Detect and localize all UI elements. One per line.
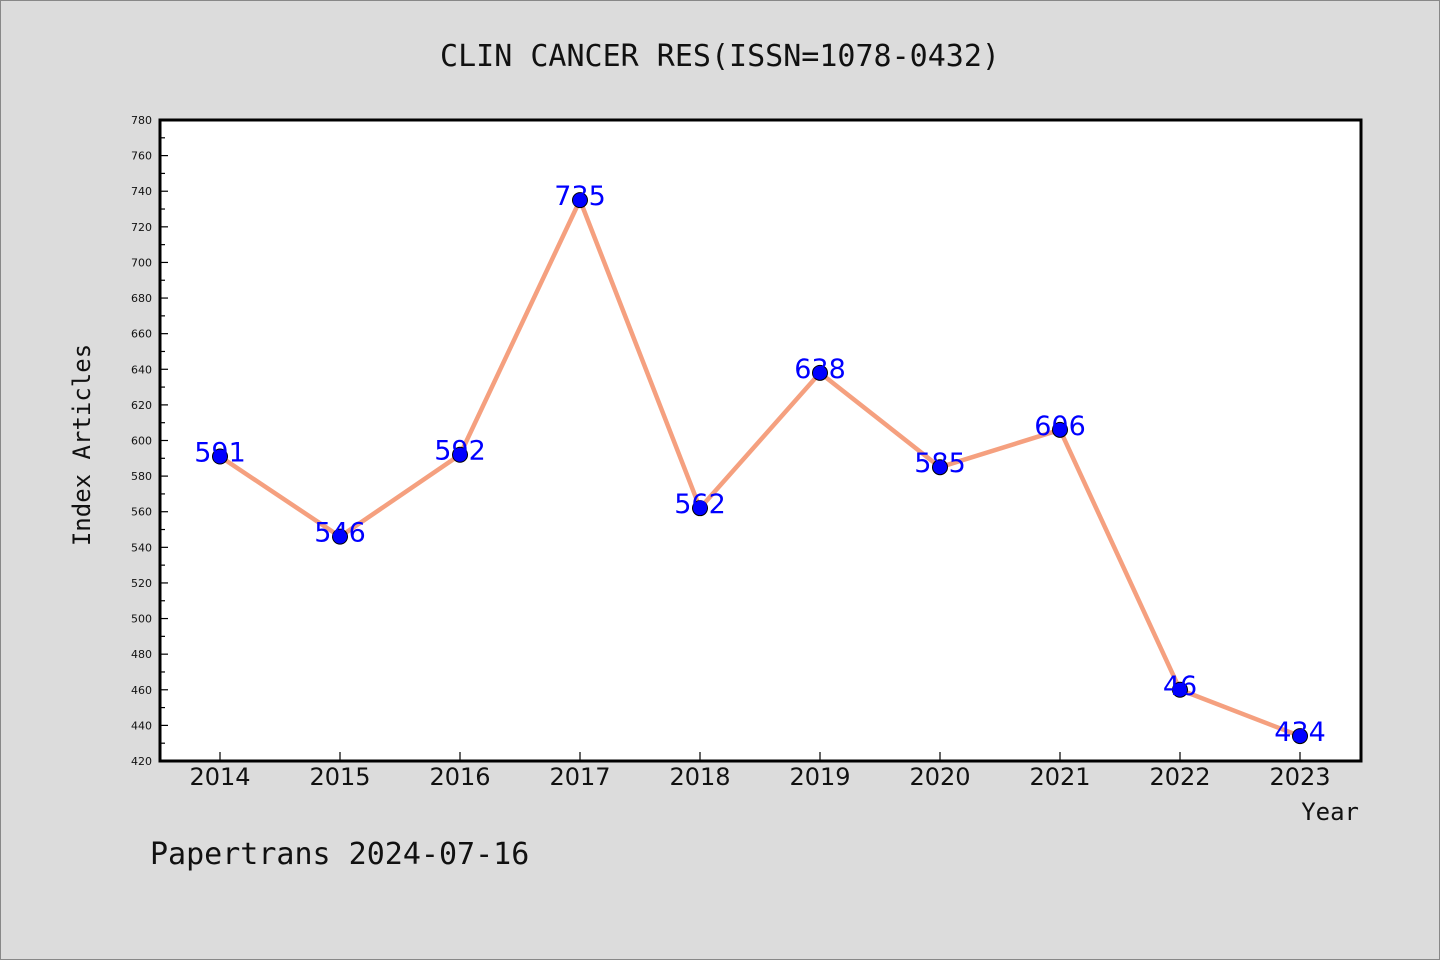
data-point [692,500,708,517]
y-tick-label: 640 [131,363,152,376]
series-line [218,197,1301,739]
data-label: 638 [794,354,846,385]
data-markers [212,192,1308,745]
y-tick-label: 660 [131,328,152,341]
x-tick-label: 2023 [1269,763,1330,791]
data-labels: 591 546 592 735 562 638 585 606 46 434 [194,181,1326,748]
x-tick-label: 2020 [909,763,970,791]
y-tick-label: 440 [131,719,152,732]
y-tick-label: 620 [131,399,152,412]
data-point [1292,728,1308,745]
y-tick-label: 780 [131,114,152,127]
x-axis: 2014 2015 2016 2017 2018 2019 2020 2021 2022 2023 [189,752,1331,791]
data-point [932,459,948,476]
data-label: 585 [914,448,966,479]
data-point [332,528,348,545]
y-tick-label: 580 [131,470,152,483]
y-tick-label: 460 [131,684,152,697]
x-tick-label: 2019 [789,763,850,791]
data-label: 562 [674,489,726,520]
y-tick-label: 700 [131,256,152,269]
y-tick-label: 760 [131,150,152,163]
data-label: 46 [1163,671,1197,702]
data-point [452,446,468,463]
data-label: 606 [1034,411,1086,442]
y-tick-label: 540 [131,541,152,554]
y-tick-label: 500 [131,613,152,626]
x-tick-label: 2017 [549,763,610,791]
y-tick-label: 740 [131,185,152,198]
y-tick-label: 600 [131,435,152,448]
data-label: 592 [434,436,486,467]
data-point [1052,421,1068,438]
y-tick-label: 720 [131,221,152,234]
y-tick-label: 480 [131,648,152,661]
data-label: 735 [554,181,606,212]
x-tick-label: 2015 [309,763,370,791]
data-point [572,192,588,209]
x-tick-label: 2022 [1149,763,1210,791]
x-axis-label: Year [1301,798,1359,826]
y-tick-label: 520 [131,577,152,590]
data-label: 591 [194,438,246,469]
x-tick-label: 2018 [669,763,730,791]
data-point [1172,681,1188,698]
footer-text: Papertrans 2024-07-16 [150,837,529,872]
y-tick-label: 560 [131,506,152,519]
plot-area [158,118,1363,763]
x-tick-label: 2014 [189,763,250,791]
data-label: 546 [314,518,366,549]
y-tick-label: 680 [131,292,152,305]
data-label: 434 [1274,717,1326,748]
x-tick-label: 2021 [1029,763,1090,791]
y-axis-label: Index Articles [68,344,96,546]
y-axis: 420 440 460 480 500 520 540 560 580 600 620 640 660 6… [131,114,168,768]
data-point [812,364,828,381]
chart-title: CLIN CANCER RES(ISSN=1078-0432) [440,39,1000,74]
x-tick-label: 2016 [429,763,490,791]
y-tick-label: 420 [131,755,152,768]
data-point [212,448,228,465]
